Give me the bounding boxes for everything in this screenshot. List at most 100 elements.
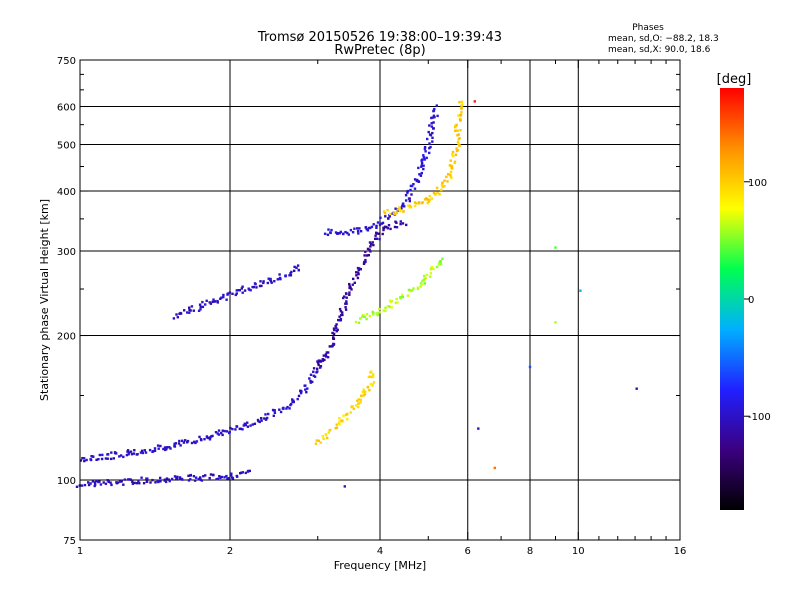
data-point [367,254,370,257]
data-point [222,293,225,297]
data-point [439,259,442,263]
data-point [107,480,110,483]
data-point [378,311,381,314]
data-point [89,482,92,485]
data-point [366,247,370,251]
data-point [396,301,399,304]
data-point [423,146,427,149]
data-point [143,449,146,452]
data-point [128,478,131,481]
data-point [410,193,413,196]
data-point [87,481,90,484]
data-point [427,130,430,134]
data-point [433,107,436,111]
data-point [349,228,353,232]
data-point [375,237,379,240]
data-point [163,446,167,449]
data-point [165,477,169,480]
data-point [418,173,421,176]
data-point [357,398,360,401]
data-point [80,484,84,487]
data-point [338,423,341,426]
data-point [133,449,136,452]
data-point [192,475,196,478]
data-point [165,446,169,449]
data-point [369,226,372,230]
data-point [198,435,201,439]
data-point [355,404,358,407]
data-point [381,221,385,225]
data-point [387,217,390,220]
data-point [367,375,371,379]
data-point [391,212,394,215]
data-point [434,193,437,196]
data-point [273,411,277,414]
data-point [335,423,338,426]
data-point [428,133,432,136]
data-point [384,225,387,228]
data-point [446,180,449,183]
data-point [384,306,387,309]
data-point [327,228,330,231]
data-point [98,480,101,483]
grid [80,60,680,540]
data-point [370,370,373,373]
data-point [322,437,325,440]
data-point [309,373,313,376]
data-point [359,230,363,233]
data-point [200,479,204,482]
data-point [212,473,215,477]
data-point [248,469,251,473]
data-point [363,315,366,318]
data-point [493,466,496,470]
x-tick-label: 16 [674,546,687,557]
data-point [375,226,378,229]
data-point [432,191,436,195]
data-point [396,208,400,211]
data-point [109,457,113,461]
y-tick-label: 200 [57,332,76,343]
data-point [123,478,127,481]
data-point [228,291,232,294]
data-point [376,313,379,317]
data-point [168,446,171,449]
data-point [226,477,229,480]
data-point [200,438,203,442]
data-point [246,425,250,428]
data-point [417,166,420,170]
data-point [342,414,345,417]
data-point [342,296,345,300]
data-point [258,284,262,288]
y-tick-label: 500 [57,141,76,152]
data-point [443,179,446,182]
data-point [279,410,283,414]
data-point [395,211,399,215]
data-point [131,482,135,485]
data-point [362,313,365,317]
data-point [344,413,348,417]
data-point [349,411,352,414]
data-point [335,323,338,326]
data-point [173,444,176,448]
data-point [292,399,295,402]
data-point [326,233,330,236]
data-point [344,292,348,295]
data-point [227,477,231,480]
colorbar-label: [deg] [717,72,752,87]
data-point [130,453,134,456]
data-point [122,455,125,459]
data-point [238,289,241,292]
data-point [231,427,234,431]
data-point [431,131,434,135]
data-point [132,452,136,455]
data-point [192,309,195,312]
data-point [173,442,176,446]
data-point [282,407,285,410]
data-point [91,455,94,458]
data-point [403,205,406,208]
data-point [151,478,154,482]
data-point [399,296,402,299]
data-point [450,164,454,168]
data-point [188,308,191,312]
